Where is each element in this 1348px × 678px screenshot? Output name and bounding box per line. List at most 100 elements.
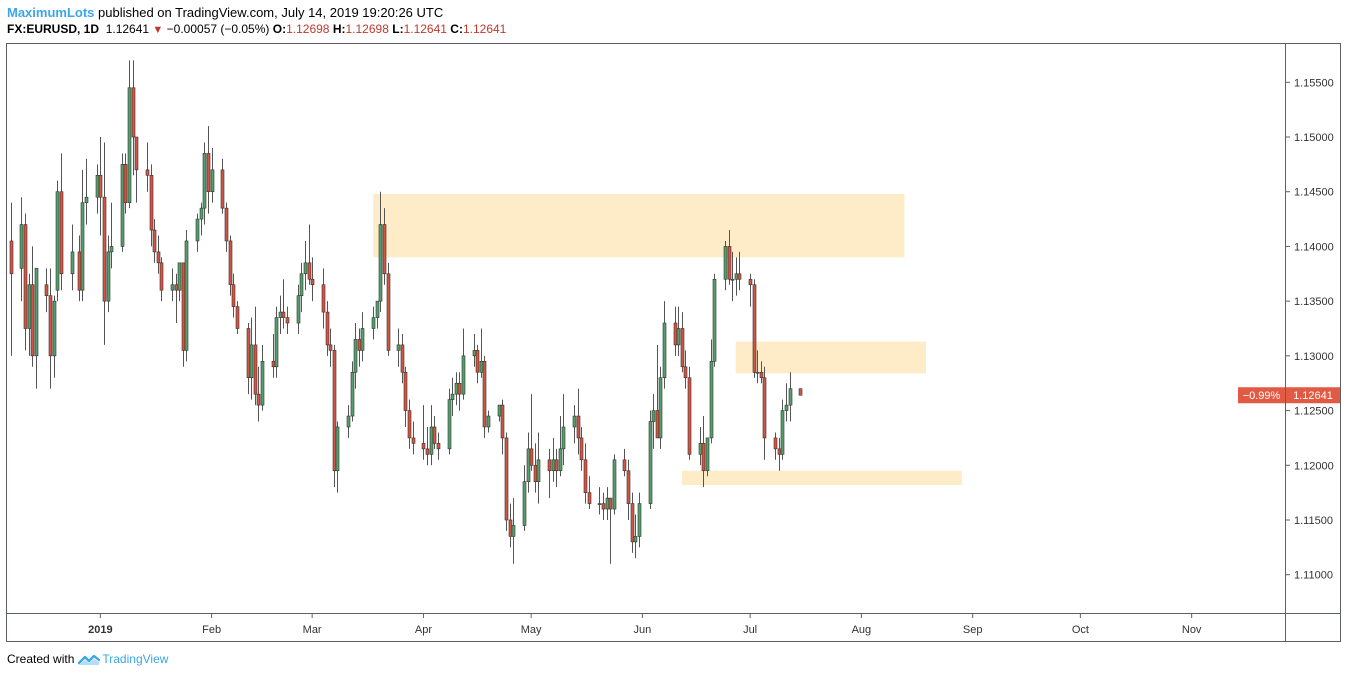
supply-demand-zone [735, 341, 927, 374]
candle-body-down [9, 240, 14, 275]
candle-body-up [788, 388, 793, 406]
candle-body-up [561, 426, 566, 450]
candle-body-up [360, 328, 365, 351]
candle-body-down [253, 344, 258, 395]
candle-body-up [536, 459, 541, 482]
candle-body-up [346, 415, 351, 428]
candle-body-up [299, 273, 304, 296]
candle-body-down [224, 207, 229, 242]
time-axis[interactable]: 2019 Feb Mar Apr May Jun Jul Aug Sep Oct Nov [88, 613, 1202, 636]
candle-body-down [332, 350, 337, 472]
price-chart[interactable]: 1.15500 1.15000 1.14500 1.14000 1.13500 1.130… [0, 0, 1348, 645]
candle-body-down [425, 448, 430, 455]
candle-body-up [633, 536, 638, 543]
price-tick-label: 1.12500 [1294, 406, 1334, 418]
candle-body-up [597, 503, 602, 505]
candle-body-up [378, 224, 383, 302]
candle-body-down [152, 229, 157, 253]
tradingview-brand[interactable]: TradingView [102, 652, 169, 666]
low-label: L: [392, 22, 404, 36]
candle-body-up [260, 361, 265, 406]
candle-body-up [170, 284, 175, 291]
candle-body-down [246, 328, 251, 379]
price-axis[interactable]: 1.15500 1.15000 1.14500 1.14000 1.13500 1.130… [1285, 77, 1334, 582]
candle-body-down [159, 262, 164, 291]
candle-body-up [472, 350, 477, 357]
candle-body-down [587, 492, 592, 504]
candle-body-down [235, 306, 240, 329]
price-tick-label: 1.14000 [1294, 241, 1334, 253]
candle-body-down [421, 443, 426, 450]
candle-body-down [220, 169, 225, 209]
candle-body-down [411, 437, 416, 444]
candle-body-up [52, 300, 57, 357]
candle-body-up [177, 262, 182, 291]
candle-body-down [102, 196, 107, 302]
change-tag-label: −0.99% [1243, 390, 1281, 402]
candle-body-up [447, 399, 452, 450]
published-text: published on TradingView.com, July 14, 2… [98, 5, 444, 20]
candle-body-down [271, 361, 276, 368]
candle-body-down [727, 246, 732, 280]
created-with-text: Created with [7, 652, 75, 666]
candle-body-up [303, 262, 308, 275]
candle-body-up [70, 251, 75, 275]
candle-body-down [655, 410, 660, 439]
author-name[interactable]: MaximumLots [7, 5, 95, 20]
price-tick-label: 1.12000 [1294, 460, 1334, 472]
candle-body-up [199, 207, 204, 220]
candle-body-up [780, 410, 785, 455]
candle-body-up [109, 246, 114, 253]
down-arrow-icon: ▼ [152, 24, 164, 36]
time-tick-label: Jul [743, 624, 757, 636]
candle-body-up [558, 448, 563, 472]
candle-body-up [551, 459, 556, 472]
candle-body-down [403, 371, 408, 411]
time-tick-label: Aug [852, 624, 872, 636]
candle-body-up [522, 481, 527, 526]
candle-body-down [307, 262, 312, 280]
candle-body-down [386, 273, 391, 351]
candle-body-down [680, 328, 685, 368]
candle-body-down [181, 262, 186, 351]
candle-body-down [23, 224, 28, 329]
candle-body-down [500, 404, 505, 439]
candle-body-up [210, 169, 215, 193]
candle-body-down [174, 284, 179, 291]
candle-body-up [709, 361, 714, 439]
candle-body-up [120, 164, 125, 247]
candle-body-down [622, 459, 627, 472]
candle-body-up [734, 273, 739, 280]
candle-body-up [723, 246, 728, 280]
candle-body-down [687, 377, 692, 455]
candle-body-down [583, 459, 588, 493]
last-price-tag: −0.99% 1.12641 [1238, 387, 1340, 404]
candle-body-up [34, 268, 39, 357]
candle-body-up [658, 377, 663, 439]
candle-body-up [497, 404, 502, 417]
candle-body-up [612, 459, 617, 510]
candle-body-down [504, 437, 509, 521]
candle-body-down [601, 503, 606, 510]
time-tick-label: Feb [202, 624, 221, 636]
high-label: H: [332, 22, 346, 36]
last-price: 1.12641 [105, 22, 150, 36]
price-tick-label: 1.15000 [1294, 132, 1334, 144]
candle-body-up [572, 415, 577, 428]
candle-body-down [798, 388, 803, 396]
candle-body-up [511, 525, 516, 537]
candle-body-up [127, 87, 132, 203]
candle-body-up [479, 361, 484, 373]
candle-body-up [526, 448, 531, 482]
candle-body-up [19, 224, 24, 269]
candle-body-up [106, 251, 111, 302]
candle-body-down [630, 503, 635, 543]
publish-info: MaximumLots published on TradingView.com… [7, 5, 443, 20]
open-label: O: [272, 22, 287, 36]
candle-body-down [762, 377, 767, 439]
candle-body-down [457, 382, 462, 395]
candle-body-up [80, 202, 85, 291]
candle-body-down [382, 224, 387, 275]
time-tick-label: Sep [963, 624, 983, 636]
candle-layer [9, 60, 803, 564]
